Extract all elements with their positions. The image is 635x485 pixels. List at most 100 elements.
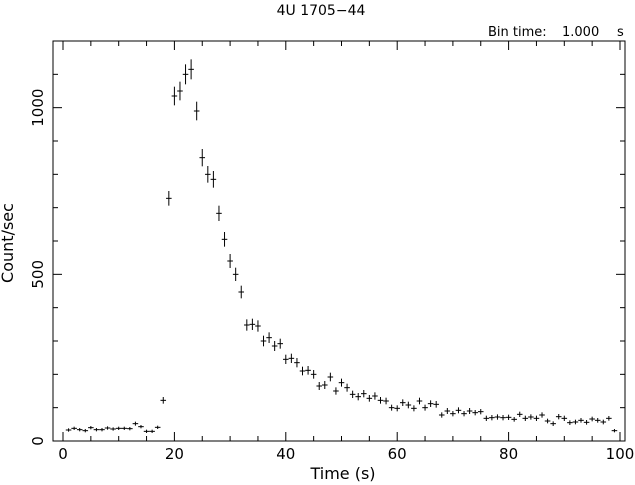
data-point — [561, 415, 568, 421]
data-point — [494, 414, 501, 420]
data-point — [344, 383, 350, 392]
data-point — [528, 414, 534, 420]
data-point — [244, 319, 250, 331]
data-point — [438, 412, 445, 418]
data-point — [399, 399, 406, 406]
data-point — [154, 425, 161, 429]
y-tick-label: 500 — [29, 260, 47, 289]
data-point — [288, 353, 295, 363]
data-point — [104, 426, 111, 430]
data-point — [427, 400, 434, 407]
data-point — [216, 205, 222, 221]
data-point — [82, 429, 89, 433]
bin-time-unit: s — [617, 25, 624, 40]
x-tick-label: 0 — [58, 445, 68, 463]
data-point — [333, 387, 339, 395]
data-point — [316, 382, 323, 390]
data-point — [411, 405, 417, 412]
data-point — [88, 426, 94, 430]
data-point — [555, 414, 562, 420]
data-point — [238, 285, 245, 299]
data-point — [372, 392, 378, 400]
data-point — [143, 429, 150, 433]
data-point — [483, 415, 490, 421]
data-point — [193, 101, 200, 121]
data-point — [516, 411, 523, 417]
x-tick-label: 60 — [388, 445, 407, 463]
data-point — [327, 372, 334, 382]
data-point — [578, 418, 584, 423]
data-point — [594, 418, 601, 423]
data-point — [182, 64, 189, 85]
bin-time-value: 1.000 — [562, 25, 599, 40]
data-points — [65, 59, 618, 433]
data-point — [366, 395, 373, 402]
data-point — [422, 404, 428, 411]
data-point — [489, 415, 495, 421]
data-point — [65, 428, 72, 432]
y-tick-labels: 0 500 1000 — [29, 89, 47, 446]
data-point — [277, 338, 284, 349]
data-point — [210, 171, 217, 188]
data-point — [177, 81, 183, 101]
data-point — [606, 416, 612, 421]
data-point — [383, 397, 389, 405]
data-point — [305, 366, 311, 375]
data-point — [322, 381, 328, 389]
x-tick-label: 80 — [499, 445, 518, 463]
data-point — [611, 429, 618, 433]
data-point — [115, 426, 122, 430]
data-point — [338, 378, 345, 387]
data-point — [533, 415, 540, 421]
data-point — [444, 408, 451, 414]
x-tick-label: 20 — [165, 445, 184, 463]
data-point — [539, 412, 545, 418]
data-point — [567, 420, 573, 425]
x-tick-label: 40 — [276, 445, 295, 463]
data-point — [110, 427, 116, 431]
data-point — [377, 397, 384, 404]
x-tick-label: 100 — [606, 445, 635, 463]
data-point — [355, 393, 361, 401]
data-point — [138, 425, 144, 429]
data-point — [455, 407, 462, 414]
data-point — [589, 416, 595, 422]
plot-frame — [52, 40, 626, 442]
data-point — [127, 427, 133, 431]
data-point — [76, 428, 83, 432]
data-point — [550, 421, 556, 426]
data-point — [188, 59, 194, 80]
data-point — [232, 267, 239, 281]
data-point — [271, 341, 278, 351]
data-point — [160, 397, 167, 404]
data-point — [166, 191, 172, 206]
data-point — [71, 426, 77, 430]
data-point — [205, 166, 211, 183]
data-point — [171, 86, 178, 106]
chart-title: 4U 1705−44 — [277, 3, 366, 19]
data-point — [472, 410, 478, 416]
data-point — [255, 320, 261, 332]
data-point — [433, 401, 439, 408]
data-point — [121, 426, 128, 430]
data-point — [405, 401, 412, 409]
data-point — [450, 411, 456, 417]
y-axis-label: Count/sec — [0, 203, 17, 283]
y-tick-label: 0 — [29, 436, 47, 446]
bin-time-label: Bin time: — [488, 25, 547, 40]
data-point — [310, 370, 317, 379]
data-point — [149, 429, 155, 433]
data-point — [132, 421, 139, 426]
x-tick-labels: 0 20 40 60 80 100 — [58, 445, 634, 463]
x-axis-label: Time (s) — [309, 464, 375, 483]
data-point — [283, 354, 289, 364]
data-point — [416, 397, 423, 405]
data-point — [99, 428, 105, 432]
data-point — [93, 428, 100, 432]
data-point — [349, 390, 356, 398]
data-point — [511, 417, 517, 422]
data-point — [466, 408, 473, 414]
data-point — [249, 318, 256, 330]
data-point — [600, 419, 607, 425]
